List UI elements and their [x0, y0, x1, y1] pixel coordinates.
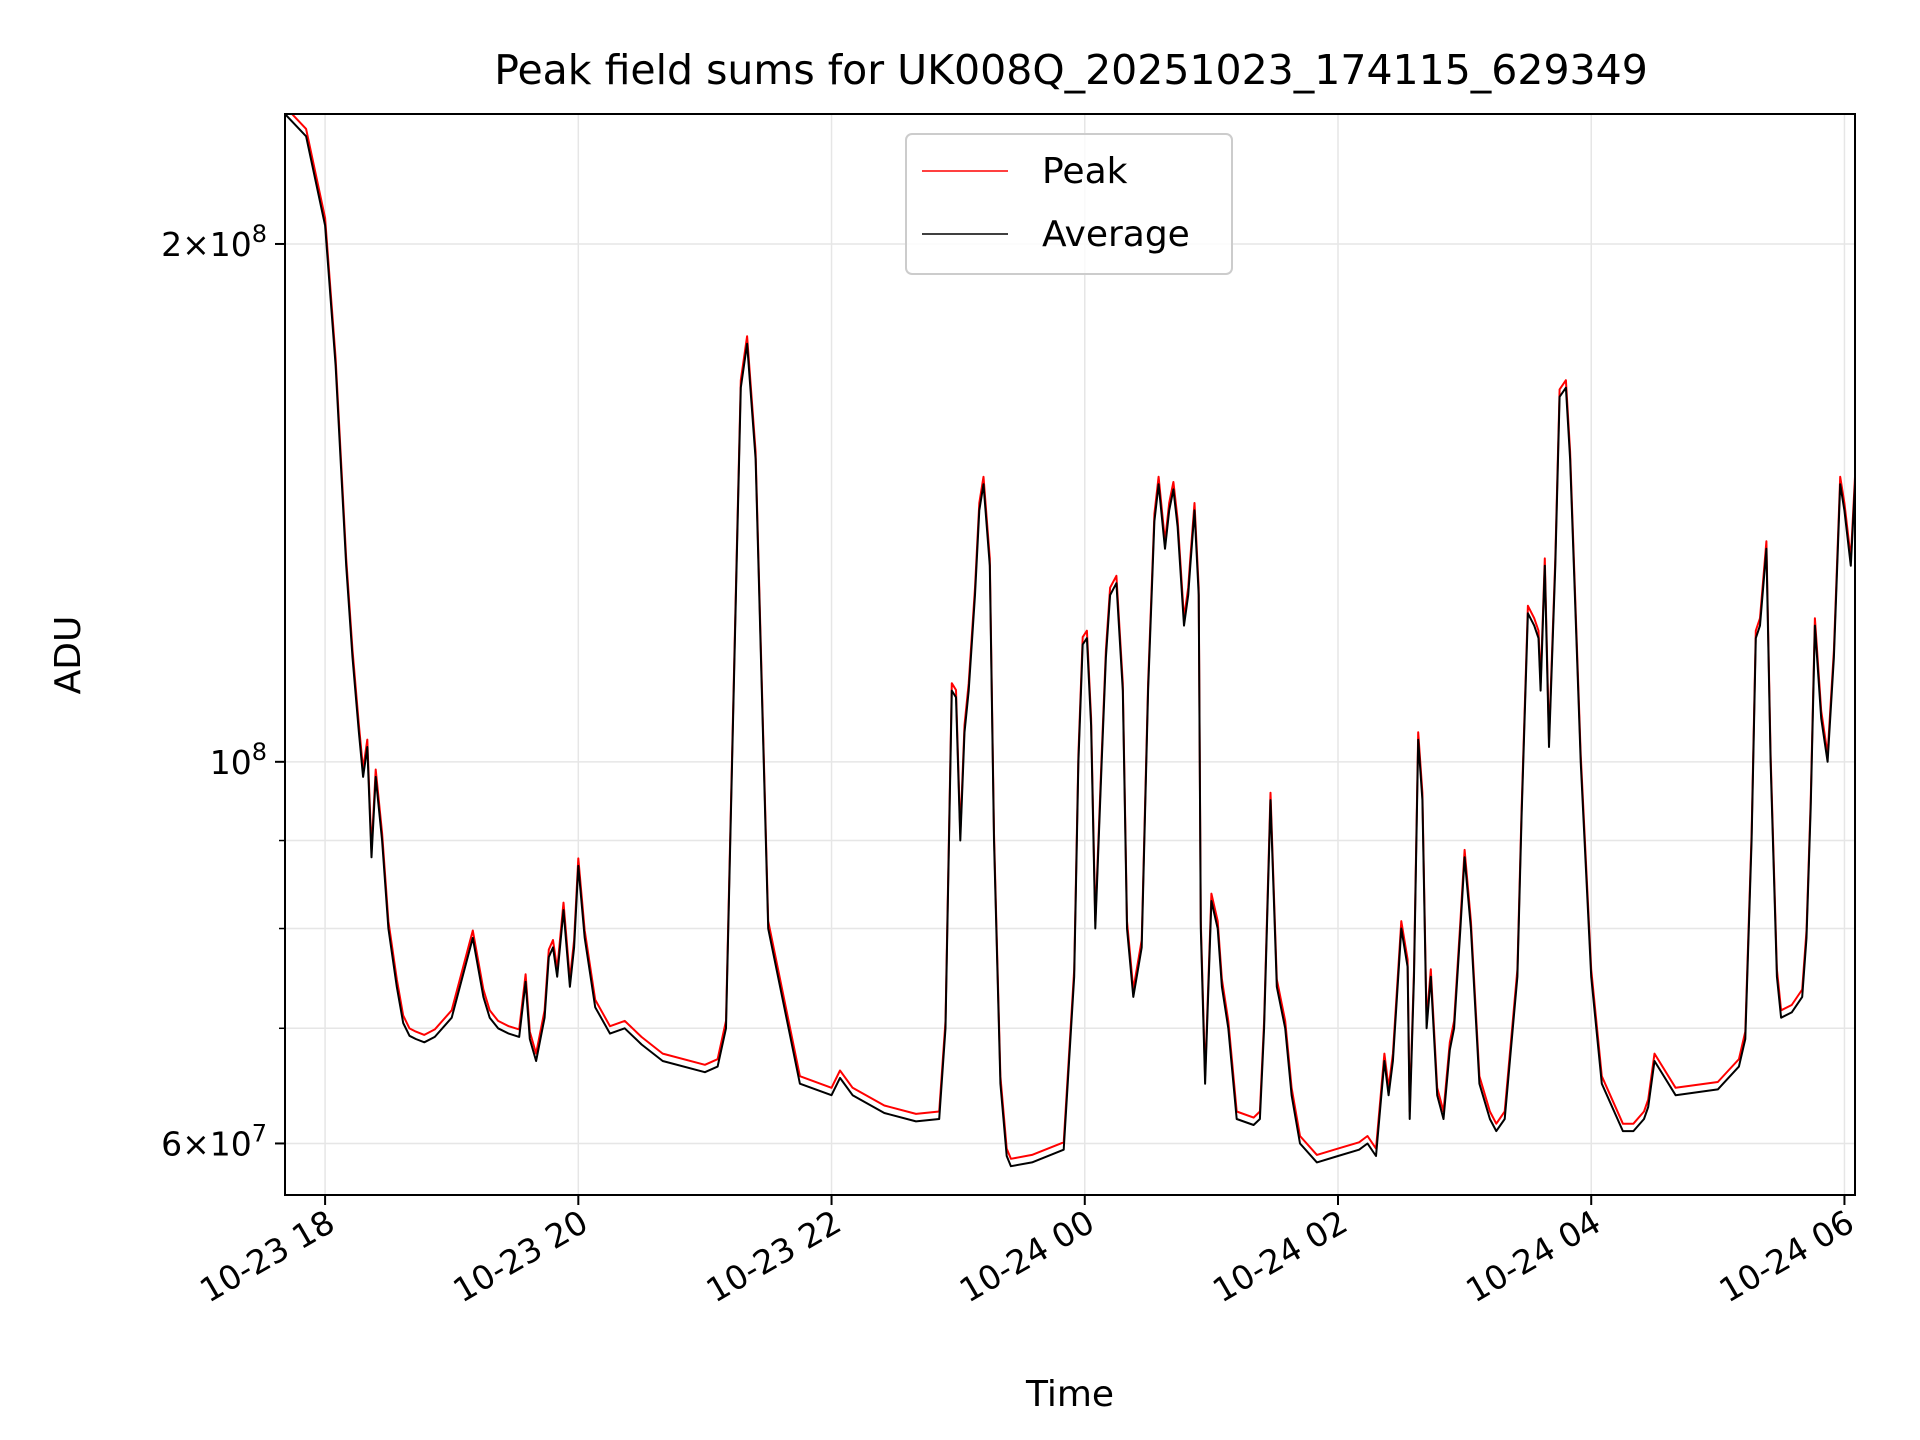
y-axis-label: ADU: [48, 616, 89, 695]
series-lines: [285, 114, 1855, 1168]
legend-label-average: Average: [1042, 214, 1190, 255]
y-tick-label: 6×107: [161, 1119, 267, 1163]
legend: Peak Average: [905, 133, 1233, 275]
y-tick-label: 2×108: [161, 220, 267, 264]
x-axis-label: Time: [1025, 1374, 1114, 1415]
legend-label-peak: Peak: [1042, 151, 1128, 192]
y-axis-ticks: 6×107 108 2×108: [161, 220, 285, 1163]
legend-box: [905, 133, 1233, 275]
chart-title: Peak field sums for UK008Q_20251023_1741…: [494, 46, 1648, 94]
series-line-average: [285, 114, 1855, 1168]
y-tick-label: 108: [210, 738, 267, 782]
plot-frame: [284, 113, 1856, 1196]
grid: [285, 114, 1855, 1195]
